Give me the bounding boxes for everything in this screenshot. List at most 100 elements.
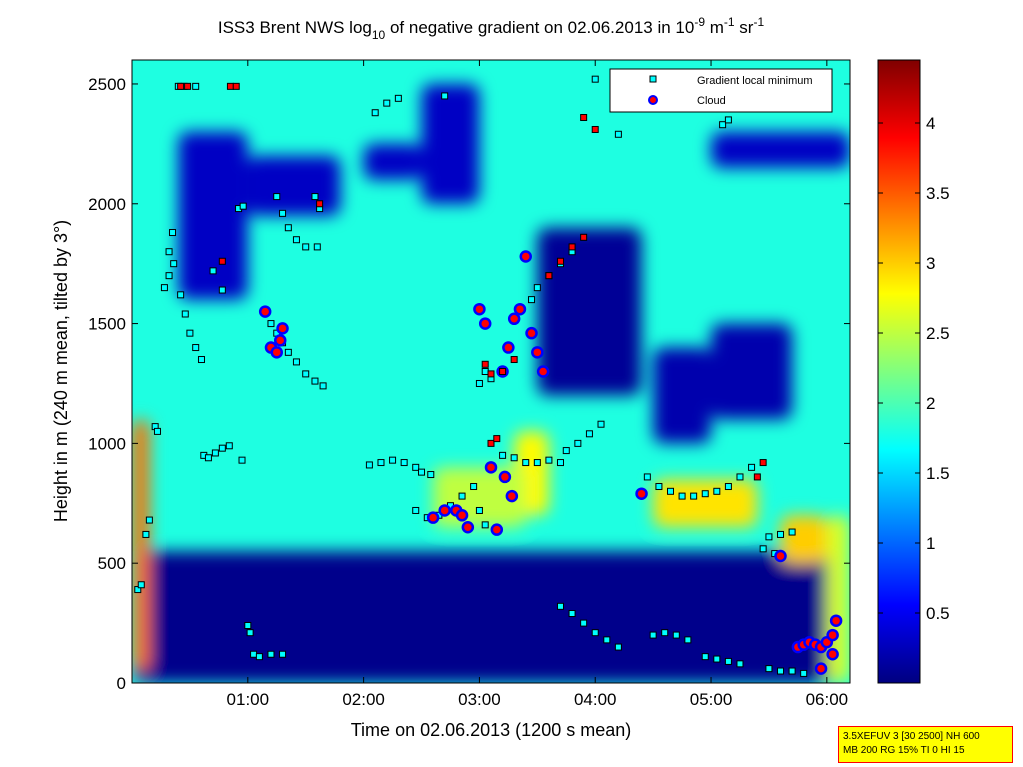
heatmap-region xyxy=(132,551,850,683)
gradient-minimum-marker xyxy=(499,451,507,459)
cloud-marker xyxy=(536,365,550,378)
heatmap-field xyxy=(132,83,850,683)
red-square-marker xyxy=(184,82,192,90)
legend: Gradient local minimum Cloud xyxy=(609,68,833,113)
red-square-marker xyxy=(487,370,495,378)
cloud-marker xyxy=(826,647,839,661)
red-square-marker xyxy=(580,114,588,122)
gradient-minimum-marker xyxy=(412,463,420,471)
x-tick-label: 01:00 xyxy=(227,690,270,709)
gradient-minimum-marker xyxy=(319,382,327,390)
gradient-minimum-marker xyxy=(533,284,541,292)
cloud-marker xyxy=(270,346,284,359)
x-axis-label: Time on 02.06.2013 (1200 s mean) xyxy=(351,720,632,740)
gradient-minimum-marker xyxy=(142,530,150,538)
gradient-minimum-marker xyxy=(267,650,275,658)
cloud-marker xyxy=(814,662,828,675)
gradient-minimum-marker xyxy=(441,92,449,100)
x-tick-label: 04:00 xyxy=(574,690,617,709)
heatmap-region xyxy=(247,155,341,216)
cloud-marker xyxy=(484,461,498,474)
chart-title: ISS3 Brent NWS log10 of negative gradien… xyxy=(218,15,765,42)
gradient-minimum-marker xyxy=(597,420,605,428)
red-square-marker xyxy=(499,368,507,375)
gradient-minimum-marker xyxy=(765,533,773,541)
cloud-marker xyxy=(455,509,469,522)
gradient-minimum-marker xyxy=(365,461,373,469)
gradient-minimum-marker xyxy=(238,456,246,464)
gradient-minimum-marker xyxy=(470,483,478,491)
y-tick-label: 1000 xyxy=(88,434,126,453)
gradient-minimum-marker xyxy=(371,109,379,117)
gradient-minimum-marker xyxy=(533,459,541,467)
gradient-minimum-marker xyxy=(218,444,226,452)
red-square-marker xyxy=(510,356,518,364)
y-tick-label: 2500 xyxy=(88,75,126,94)
marker-layer xyxy=(134,75,843,677)
x-tick-label: 03:00 xyxy=(458,690,501,709)
gradient-minimum-marker xyxy=(719,121,727,129)
gradient-minimum-marker xyxy=(302,370,310,378)
y-tick-label: 500 xyxy=(98,554,126,573)
colorbar-tick-label: 3.5 xyxy=(926,184,950,203)
gradient-minimum-marker xyxy=(250,650,258,658)
heatmap-region xyxy=(178,131,248,300)
gradient-minimum-marker xyxy=(186,329,194,337)
gradient-minimum-marker xyxy=(713,487,721,495)
gradient-minimum-marker xyxy=(614,643,622,651)
cloud-marker xyxy=(426,511,440,524)
cloud-marker xyxy=(478,317,492,330)
legend-marker-cloud xyxy=(648,95,658,105)
colorbar: 0.5 1 1.5 2 2.5 3 3.5 4 xyxy=(877,59,950,684)
red-square-marker xyxy=(591,125,599,133)
gradient-minimum-marker xyxy=(713,655,721,663)
heatmap-region xyxy=(711,323,793,420)
gradient-minimum-marker xyxy=(724,657,732,665)
cloud-marker xyxy=(519,250,532,263)
y-tick-label: 1500 xyxy=(88,315,126,334)
gradient-minimum-marker xyxy=(292,358,300,366)
gradient-minimum-marker xyxy=(218,286,226,294)
gradient-minimum-marker xyxy=(777,530,785,538)
red-square-marker xyxy=(481,360,489,368)
gradient-minimum-marker xyxy=(311,193,319,201)
cloud-marker xyxy=(505,489,519,503)
gradient-minimum-marker xyxy=(273,193,281,201)
colorbar-tick-label: 1.5 xyxy=(926,464,950,483)
gradient-minimum-marker xyxy=(475,379,483,387)
heatmap-region xyxy=(363,143,422,180)
gradient-minimum-marker xyxy=(591,629,599,637)
cloud-marker xyxy=(276,322,289,335)
cloud-marker xyxy=(531,346,544,359)
gradient-minimum-marker xyxy=(724,483,732,491)
colorbar-tick-label: 3 xyxy=(926,254,935,273)
gradient-minimum-marker xyxy=(748,463,756,471)
red-square-marker xyxy=(580,233,588,241)
gradient-minimum-marker xyxy=(458,492,466,500)
gradient-minimum-marker xyxy=(603,636,611,644)
gradient-minimum-marker xyxy=(244,621,252,629)
x-tick-label: 02:00 xyxy=(342,690,385,709)
heatmap-region xyxy=(653,347,712,444)
x-axis: 01:00 02:00 03:00 04:00 05:00 06:00 xyxy=(227,60,848,709)
gradient-minimum-marker xyxy=(777,667,785,675)
gradient-minimum-marker xyxy=(580,619,588,627)
y-tick-label: 0 xyxy=(117,674,126,693)
cloud-marker xyxy=(635,487,648,500)
cloud-marker xyxy=(826,628,839,642)
gradient-minimum-marker xyxy=(736,473,744,481)
gradient-minimum-marker xyxy=(181,310,189,318)
gradient-minimum-marker xyxy=(800,669,808,677)
gradient-minimum-marker xyxy=(655,483,663,491)
gradient-minimum-marker xyxy=(556,602,564,610)
gradient-minimum-marker xyxy=(204,454,212,462)
gradient-minimum-marker xyxy=(377,459,385,467)
gradient-minimum-marker xyxy=(197,356,205,364)
gradient-minimum-marker xyxy=(279,650,287,658)
gradient-minimum-marker xyxy=(649,631,657,639)
gradient-minimum-marker xyxy=(759,545,767,553)
cloud-marker xyxy=(258,305,272,318)
gradient-minimum-marker xyxy=(481,521,489,529)
gradient-minimum-marker xyxy=(788,667,796,675)
